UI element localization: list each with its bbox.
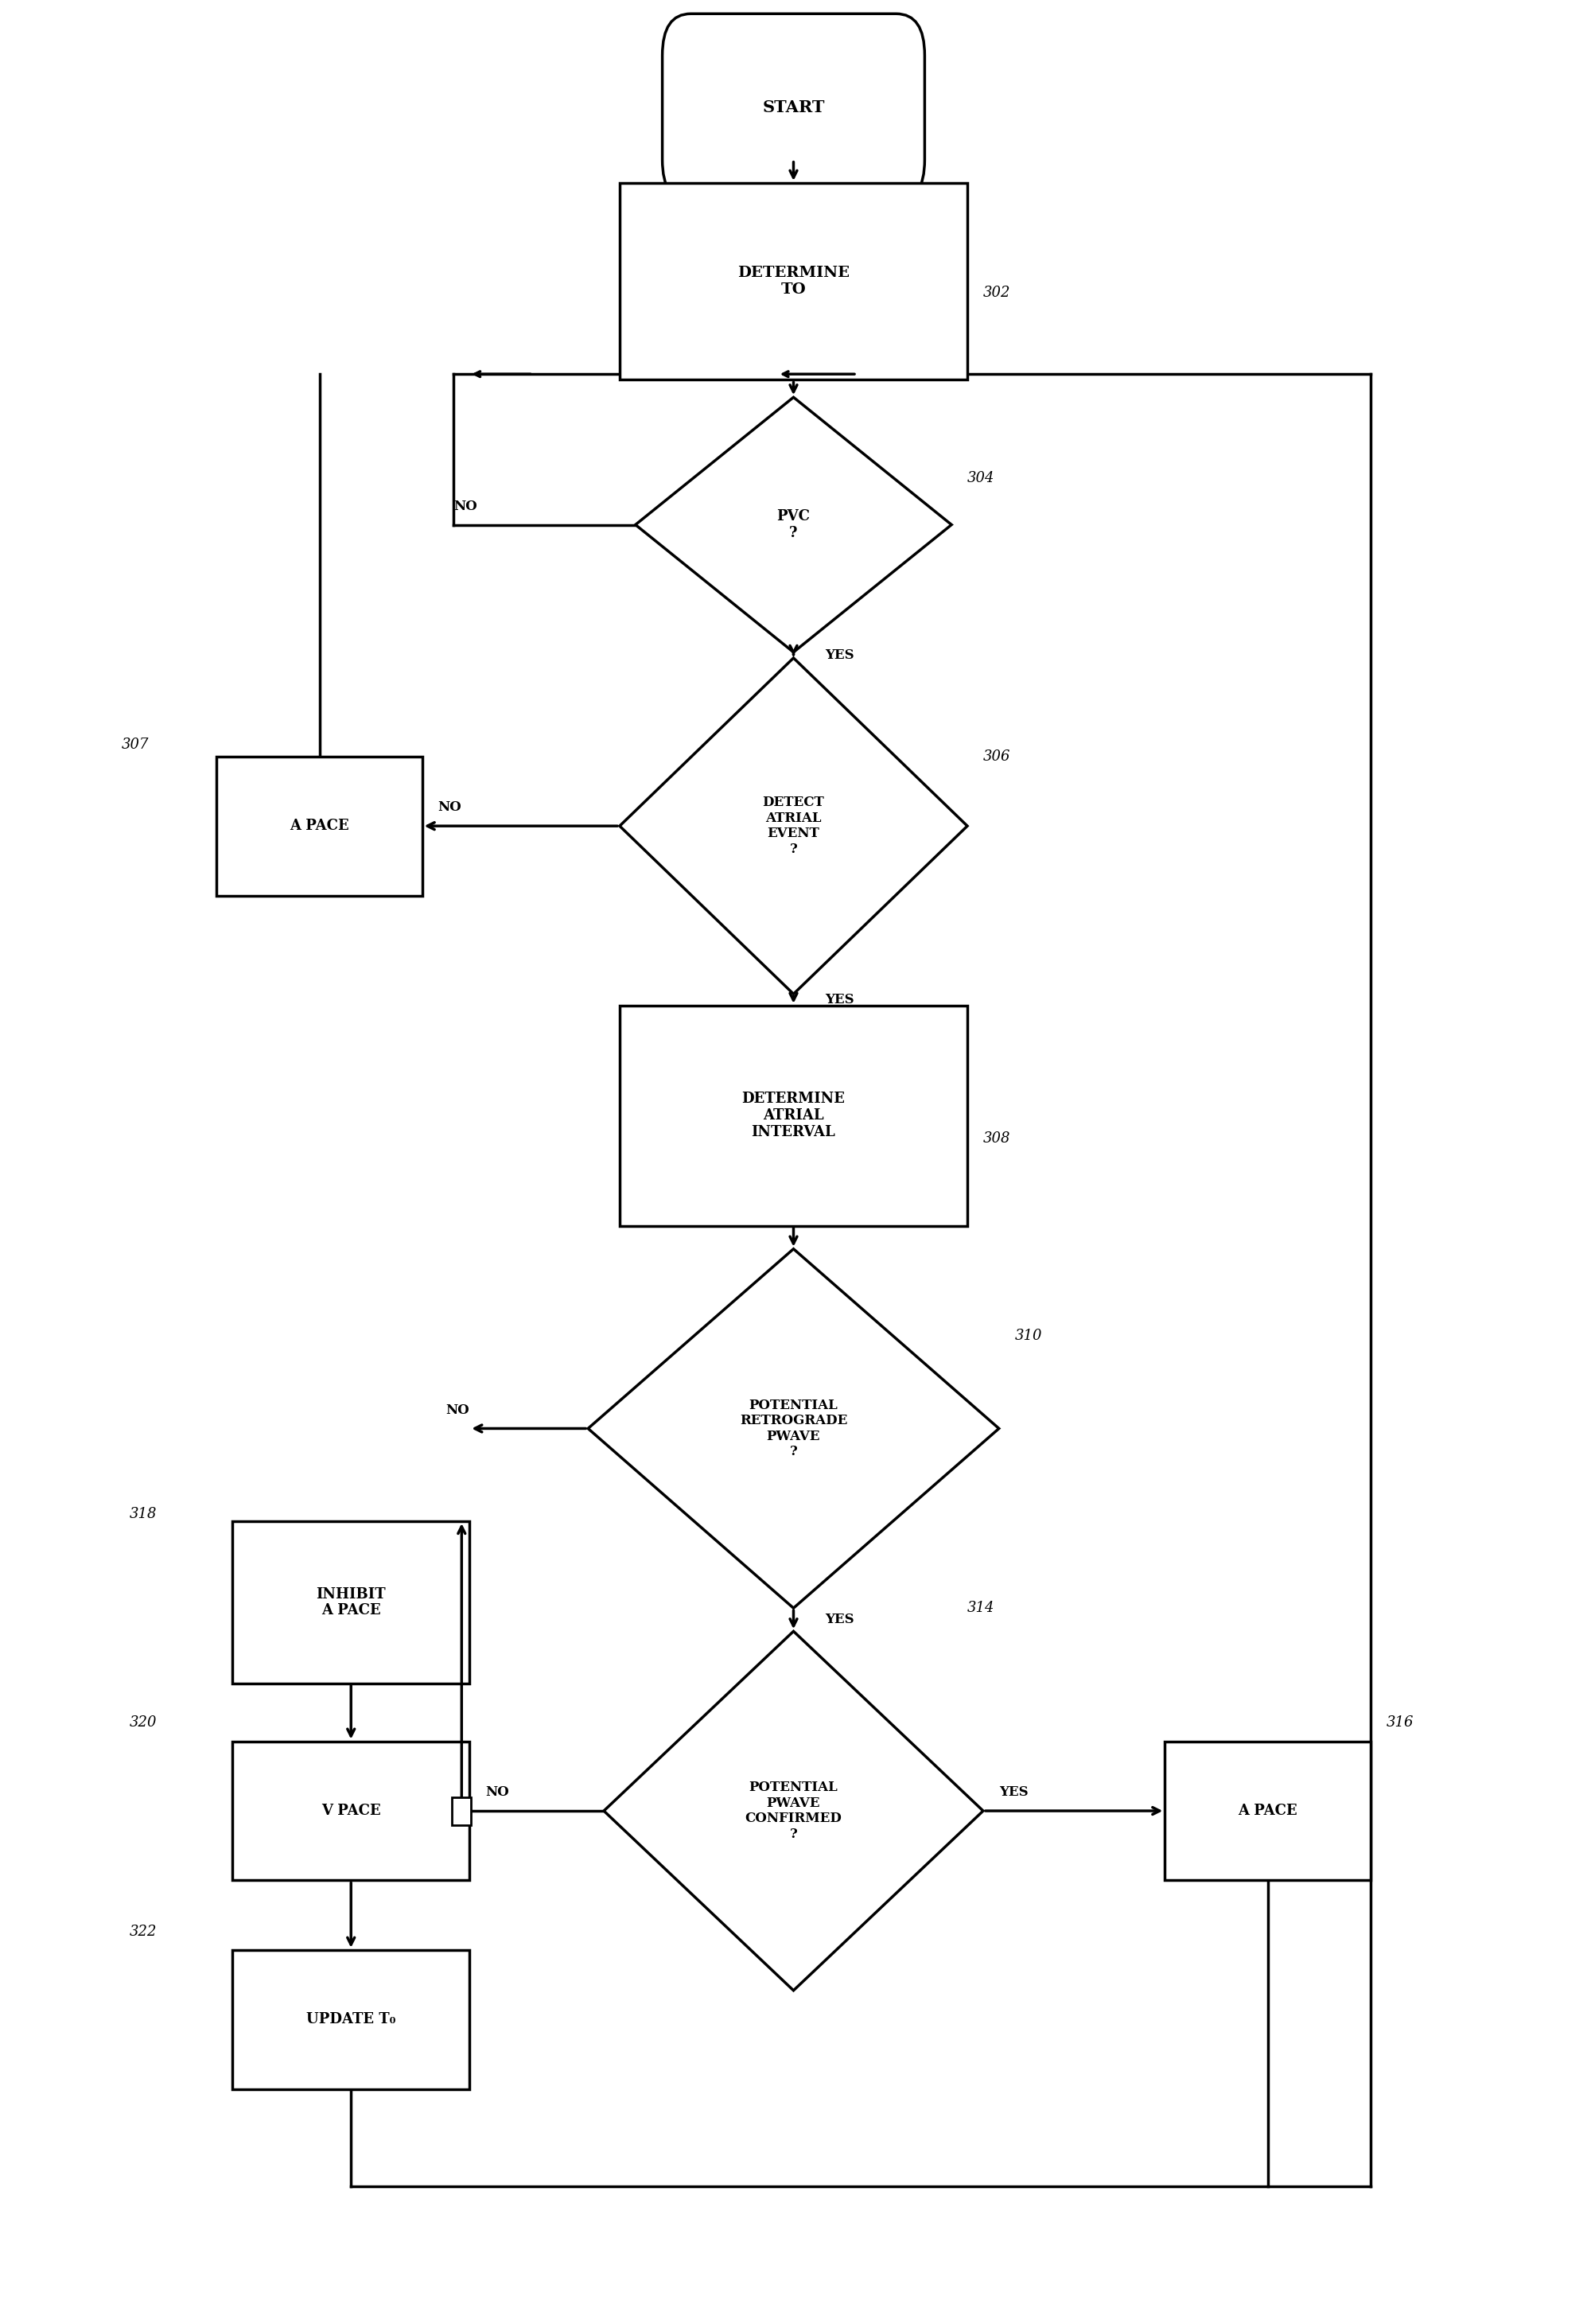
Bar — [232, 1522, 470, 1683]
Text: PVC
?: PVC ? — [776, 509, 811, 539]
Text: UPDATE T₀: UPDATE T₀ — [306, 2013, 395, 2027]
Bar — [619, 184, 968, 379]
Text: POTENTIAL
PWAVE
CONFIRMED
?: POTENTIAL PWAVE CONFIRMED ? — [744, 1780, 843, 1841]
Polygon shape — [605, 1631, 982, 1989]
Text: 322: 322 — [130, 1924, 157, 1938]
Text: A PACE: A PACE — [1238, 1803, 1297, 1817]
Bar — [232, 1741, 470, 1880]
FancyBboxPatch shape — [662, 14, 925, 202]
Bar — [217, 755, 422, 895]
Text: YES: YES — [825, 648, 854, 662]
Text: DETERMINE
TO: DETERMINE TO — [738, 265, 849, 297]
Text: NO: NO — [438, 802, 462, 813]
Text: 320: 320 — [130, 1715, 157, 1729]
Text: NO: NO — [446, 1404, 470, 1418]
Polygon shape — [635, 397, 952, 653]
Text: YES: YES — [825, 1613, 854, 1627]
Text: 306: 306 — [982, 748, 1011, 765]
Text: A PACE: A PACE — [290, 818, 349, 832]
Text: DETECT
ATRIAL
EVENT
?: DETECT ATRIAL EVENT ? — [763, 795, 824, 855]
Text: POTENTIAL
RETROGRADE
PWAVE
?: POTENTIAL RETROGRADE PWAVE ? — [740, 1399, 847, 1459]
Bar — [232, 1950, 470, 2089]
Text: 302: 302 — [982, 286, 1011, 300]
Text: INHIBIT
A PACE: INHIBIT A PACE — [316, 1587, 386, 1618]
Text: 304: 304 — [968, 472, 995, 486]
Text: START: START — [762, 100, 825, 116]
Text: DETERMINE
ATRIAL
INTERVAL: DETERMINE ATRIAL INTERVAL — [741, 1092, 846, 1139]
Bar — [452, 1796, 471, 1824]
Text: YES: YES — [825, 992, 854, 1006]
Polygon shape — [619, 658, 968, 995]
Text: 316: 316 — [1385, 1715, 1414, 1729]
Text: YES: YES — [998, 1785, 1028, 1799]
Text: 310: 310 — [1014, 1329, 1043, 1343]
Bar — [1165, 1741, 1370, 1880]
Polygon shape — [589, 1248, 998, 1608]
Text: NO: NO — [454, 500, 478, 514]
Text: 314: 314 — [968, 1601, 995, 1615]
Bar — [619, 1006, 968, 1225]
Text: NO: NO — [486, 1785, 509, 1799]
Text: 308: 308 — [982, 1132, 1011, 1146]
Text: V PACE: V PACE — [321, 1803, 381, 1817]
Text: 318: 318 — [130, 1506, 157, 1522]
Text: 307: 307 — [122, 737, 149, 753]
